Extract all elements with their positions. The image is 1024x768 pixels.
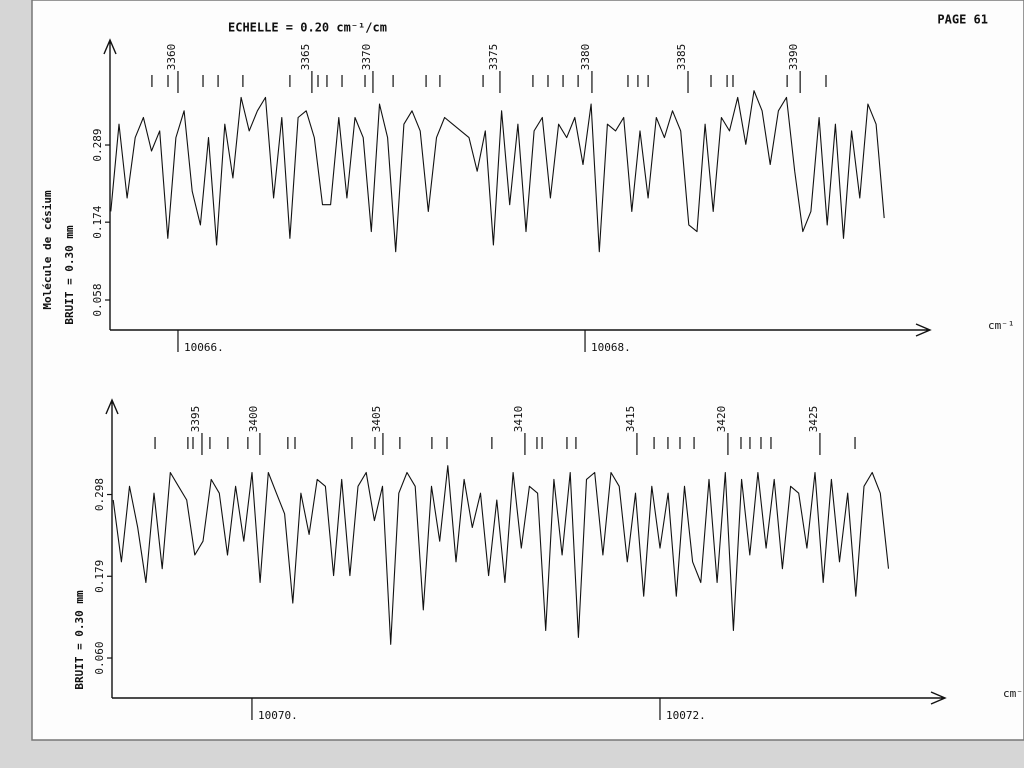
line-label: 3365: [299, 44, 312, 71]
y-tick-label: 0.174: [91, 205, 104, 238]
x-tick-label: 10068.: [591, 341, 631, 354]
y-tick-label: 0.289: [91, 128, 104, 161]
line-label: 3420: [715, 406, 728, 433]
x-tick-label: 10070.: [258, 709, 298, 722]
x-axis-unit: cm⁻¹: [988, 319, 1015, 332]
y-tick-label: 0.058: [91, 283, 104, 316]
line-label: 3400: [247, 406, 260, 433]
line-label: 3395: [189, 406, 202, 433]
y-axis: [103, 38, 117, 330]
x-axis: [110, 323, 932, 337]
y-axis-label: BRUIT = 0.30 mm: [73, 590, 86, 690]
spectrum-line: [110, 90, 885, 253]
x-axis: [112, 691, 947, 705]
spectrum-line: [112, 465, 890, 645]
y-axis-label: BRUIT = 0.30 mm: [63, 225, 76, 325]
line-label: 3425: [807, 406, 820, 433]
scale-title: ECHELLE = 0.20 cm⁻¹/cm: [228, 21, 387, 35]
line-label: 3360: [165, 44, 178, 71]
line-label: 3405: [370, 406, 383, 433]
line-label: 3415: [624, 406, 637, 433]
line-label: 3390: [787, 44, 800, 71]
x-tick-label: 10072.: [666, 709, 706, 722]
line-label: 3410: [512, 406, 525, 433]
paper: [31, 0, 1024, 741]
x-tick-label: 10066.: [184, 341, 224, 354]
line-label: 3370: [360, 44, 373, 71]
y-tick-label: 0.298: [93, 478, 106, 511]
y-axis: [105, 398, 119, 698]
y-tick-label: 0.060: [93, 641, 106, 674]
line-label: 3375: [487, 44, 500, 71]
x-axis-unit: cm⁻¹: [1003, 687, 1024, 700]
page-number: PAGE 61: [937, 13, 988, 27]
line-label: 3385: [675, 44, 688, 71]
line-label: 3380: [579, 44, 592, 71]
group-label: Molécule de césium: [41, 190, 54, 310]
y-tick-label: 0.179: [93, 560, 106, 593]
